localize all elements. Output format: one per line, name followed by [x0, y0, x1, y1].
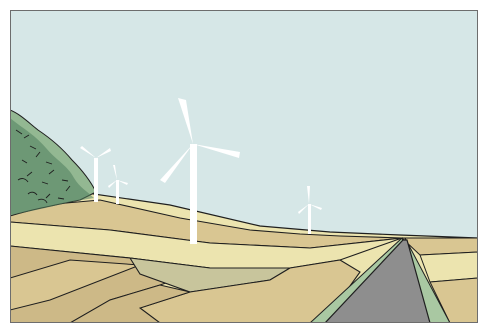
wind-turbine	[80, 146, 111, 202]
field-right-lower	[429, 277, 478, 323]
illustration-frame	[10, 10, 478, 323]
wind-turbine	[108, 165, 128, 204]
country-road	[324, 239, 431, 323]
field-right-upper	[400, 237, 478, 256]
wind-turbine	[298, 186, 322, 234]
field-left-bottom	[10, 259, 141, 311]
tree-cluster	[10, 109, 97, 217]
wind-turbine	[160, 98, 240, 244]
field-center-bottom	[68, 284, 192, 323]
field-right-mid	[419, 251, 478, 283]
landscape-scene	[10, 10, 478, 323]
